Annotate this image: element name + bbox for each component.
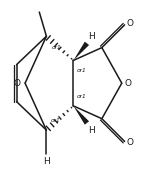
Text: or1: or1 xyxy=(51,118,60,123)
Text: or1: or1 xyxy=(77,94,87,99)
Text: or1: or1 xyxy=(52,45,62,50)
Text: H: H xyxy=(43,157,50,166)
Text: O: O xyxy=(124,79,131,88)
Polygon shape xyxy=(73,106,89,125)
Text: H: H xyxy=(88,126,95,135)
Text: O: O xyxy=(126,138,133,147)
Text: O: O xyxy=(14,79,21,88)
Polygon shape xyxy=(73,42,89,60)
Text: or1: or1 xyxy=(77,68,87,73)
Text: H: H xyxy=(88,32,95,41)
Text: O: O xyxy=(126,19,133,28)
